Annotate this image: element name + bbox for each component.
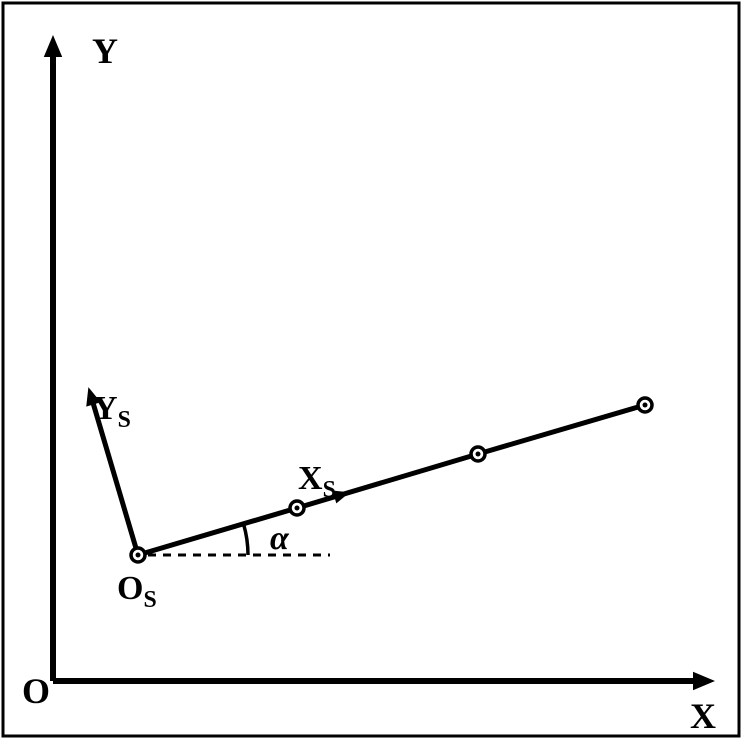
coordinate-diagram: Y X O YS XS OS α	[0, 0, 742, 739]
axis-y-label: Y	[92, 30, 118, 72]
diagram-svg	[0, 0, 742, 739]
angle-alpha-label: α	[270, 520, 289, 558]
local-xs-label: XS	[298, 460, 336, 504]
origin-label: O	[22, 670, 50, 712]
local-ys-label: YS	[93, 390, 131, 434]
local-origin-label: OS	[117, 570, 157, 614]
axis-x-label: X	[690, 695, 716, 737]
